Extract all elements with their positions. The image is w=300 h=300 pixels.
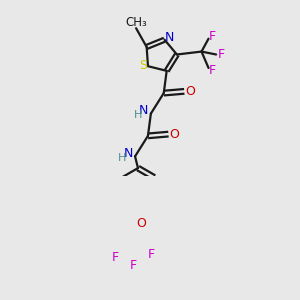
Text: O: O [169, 128, 179, 141]
Text: F: F [112, 251, 119, 264]
Text: O: O [185, 85, 195, 98]
Text: H: H [134, 110, 142, 120]
Text: F: F [209, 64, 216, 77]
Text: CH₃: CH₃ [125, 16, 147, 29]
Text: H: H [118, 153, 126, 163]
Text: N: N [164, 31, 174, 44]
Text: S: S [139, 58, 147, 71]
Text: F: F [147, 248, 155, 261]
Text: F: F [217, 48, 224, 61]
Text: O: O [136, 217, 146, 230]
Text: F: F [130, 259, 137, 272]
Text: N: N [139, 104, 148, 117]
Text: N: N [123, 147, 133, 160]
Text: F: F [209, 30, 216, 43]
